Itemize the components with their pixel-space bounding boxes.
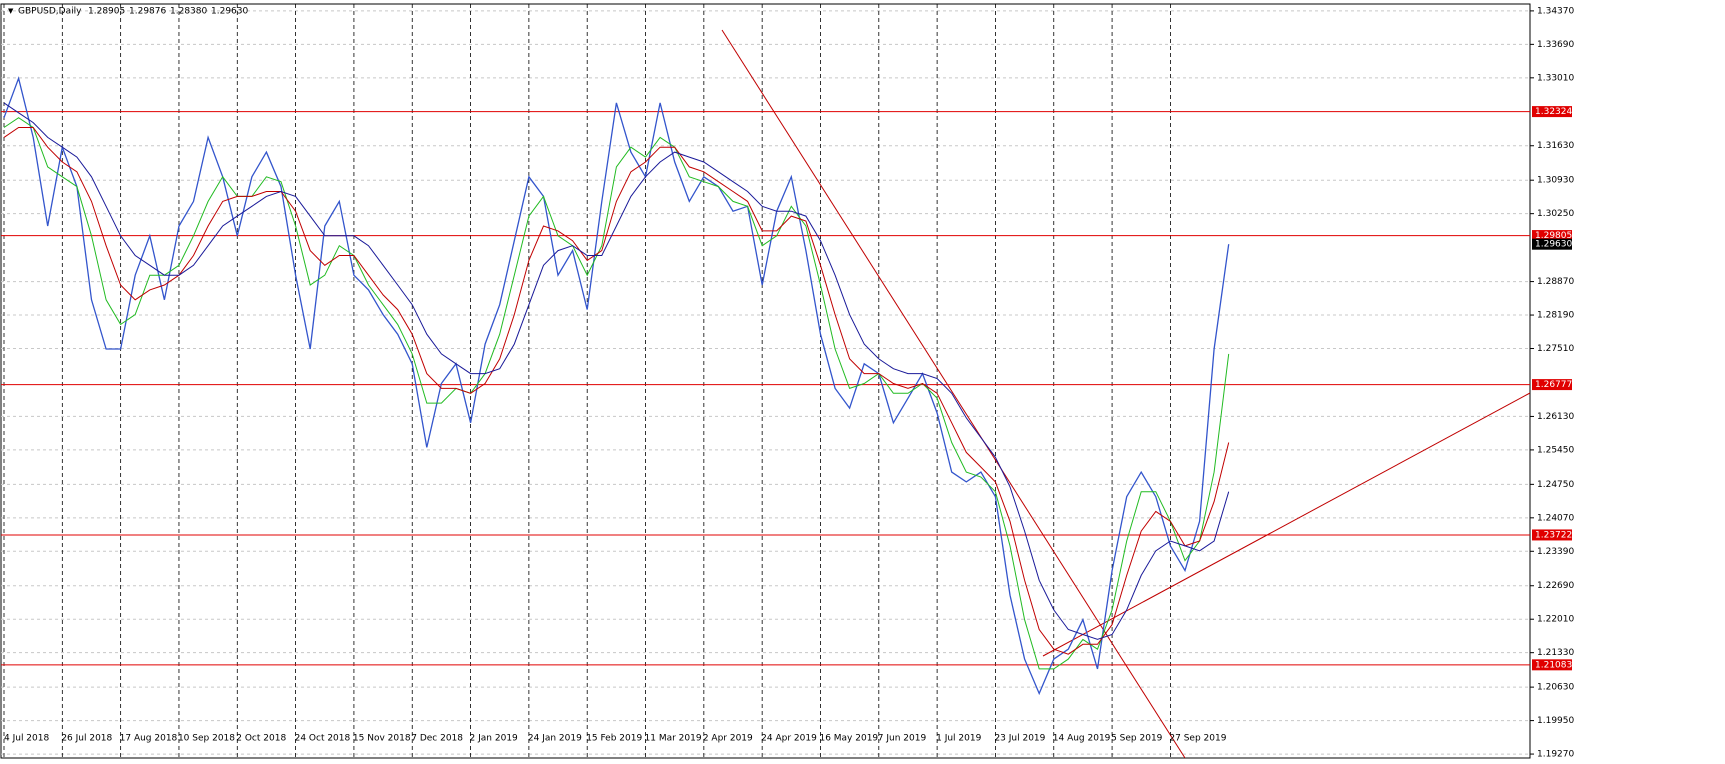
y-tick-label: 1.26130 bbox=[1537, 412, 1574, 422]
x-tick-label: 7 Jun 2019 bbox=[878, 734, 927, 744]
trend-line bbox=[1042, 392, 1530, 657]
x-tick-label: 4 Jul 2018 bbox=[4, 734, 49, 744]
y-tick-label: 1.24070 bbox=[1537, 513, 1574, 523]
level-label-box bbox=[1532, 106, 1572, 118]
level-label-box bbox=[1532, 529, 1572, 541]
x-tick-label: 23 Jul 2019 bbox=[994, 734, 1045, 744]
y-tick-label: 1.19950 bbox=[1537, 716, 1574, 726]
x-tick-label: 2 Jan 2019 bbox=[470, 734, 518, 744]
quote-value: 1.28380 bbox=[170, 7, 207, 17]
y-tick-label: 1.21330 bbox=[1537, 648, 1574, 658]
y-tick-label: 1.30250 bbox=[1537, 209, 1574, 219]
y-tick-label: 1.23390 bbox=[1537, 547, 1574, 557]
level-label-box bbox=[1532, 230, 1572, 242]
trend-lines bbox=[721, 29, 1530, 758]
x-tick-label: 24 Apr 2019 bbox=[761, 734, 817, 744]
symbol-title: GBPUSD,Daily bbox=[18, 7, 82, 17]
x-tick-label: 11 Mar 2019 bbox=[645, 734, 702, 744]
x-tick-label: 17 Aug 2018 bbox=[120, 734, 178, 744]
x-tick-label: 2 Apr 2019 bbox=[703, 734, 753, 744]
plot-frame bbox=[0, 3, 1531, 759]
price-line bbox=[3, 76, 1230, 696]
x-tick-label: 26 Jul 2018 bbox=[61, 734, 112, 744]
x-tick-label: 15 Feb 2019 bbox=[586, 734, 642, 744]
x-tick-label: 7 Dec 2018 bbox=[411, 734, 463, 744]
header: GBPUSD,Daily 1.28905 1.29876 1.28380 1.2963… bbox=[18, 7, 248, 17]
level-label: 1.32324 bbox=[1535, 107, 1572, 117]
moving-average bbox=[3, 102, 1230, 640]
y-tick-label: 1.22010 bbox=[1537, 615, 1574, 625]
y-tick-label: 1.31630 bbox=[1537, 141, 1574, 151]
x-tick-label: 24 Jan 2019 bbox=[528, 734, 582, 744]
x-tick-label: 5 Sep 2019 bbox=[1111, 734, 1163, 744]
y-tick-label: 1.19270 bbox=[1537, 750, 1574, 760]
y-tick-label: 1.24750 bbox=[1537, 480, 1574, 490]
quote-value: 1.28905 bbox=[88, 7, 125, 17]
moving-average bbox=[3, 117, 1230, 670]
current-price-label: 1.29630 bbox=[1535, 240, 1572, 250]
quote-value: 1.29876 bbox=[129, 7, 166, 17]
y-tick-label: 1.28190 bbox=[1537, 311, 1574, 321]
level-label: 1.26777 bbox=[1535, 380, 1572, 390]
y-tick-label: 1.33010 bbox=[1537, 73, 1574, 83]
current-price-box bbox=[1532, 238, 1572, 250]
y-tick-label: 1.22690 bbox=[1537, 581, 1574, 591]
axis: 1.34370 1.33690 1.33010 1.31630 1.30930 1.302… bbox=[4, 6, 1574, 759]
y-tick-label: 1.20630 bbox=[1537, 683, 1574, 693]
x-tick-label: 24 Oct 2018 bbox=[295, 734, 351, 744]
x-tick-label: 16 May 2019 bbox=[819, 734, 878, 744]
x-tick-label: 2 Oct 2018 bbox=[236, 734, 286, 744]
x-tick-label: 14 Aug 2019 bbox=[1053, 734, 1111, 744]
level-label: 1.21083 bbox=[1535, 660, 1572, 670]
level-label: 1.29805 bbox=[1535, 231, 1572, 241]
trend-line bbox=[721, 29, 1186, 758]
menu-arrow[interactable]: ▼ bbox=[8, 7, 14, 15]
x-tick-label: 15 Nov 2018 bbox=[353, 734, 411, 744]
level-label-box bbox=[1532, 379, 1572, 391]
y-tick-label: 1.28870 bbox=[1537, 277, 1574, 287]
level-label: 1.23722 bbox=[1535, 530, 1572, 540]
x-tick-label: 27 Sep 2019 bbox=[1169, 734, 1226, 744]
y-tick-label: 1.25450 bbox=[1537, 445, 1574, 455]
y-tick-label: 1.33690 bbox=[1537, 40, 1574, 50]
plot bbox=[1, 76, 1530, 696]
level-label-box bbox=[1532, 659, 1572, 671]
y-tick-label: 1.27510 bbox=[1537, 344, 1574, 354]
grid bbox=[1, 4, 1530, 758]
x-tick-label: 1 Jul 2019 bbox=[936, 734, 981, 744]
quote-value: 1.29630 bbox=[211, 7, 248, 17]
x-tick-label: 10 Sep 2018 bbox=[178, 734, 235, 744]
y-tick-label: 1.30930 bbox=[1537, 176, 1574, 186]
y-tick-label: 1.34370 bbox=[1537, 6, 1574, 16]
moving-average bbox=[3, 127, 1230, 655]
